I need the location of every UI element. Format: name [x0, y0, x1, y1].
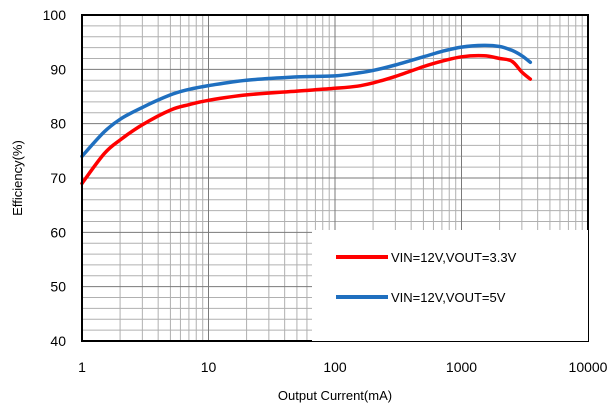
- legend-label-series-1: VIN=12V,VOUT=3.3V: [391, 250, 517, 265]
- y-tick-label: 50: [50, 279, 66, 295]
- x-tick-label: 1: [78, 359, 86, 375]
- y-tick-label: 80: [50, 116, 66, 132]
- y-tick-label: 40: [50, 333, 66, 349]
- y-tick-label: 90: [50, 61, 66, 77]
- y-tick-label: 100: [43, 7, 67, 23]
- legend: VIN=12V,VOUT=3.3V VIN=12V,VOUT=5V: [312, 230, 588, 341]
- y-tick-labels: 40 50 60 70 80 90 100: [43, 7, 67, 349]
- x-tick-label: 1000: [446, 359, 477, 375]
- series-line-2: [80, 43, 533, 159]
- x-axis-label: Output Current(mA): [278, 388, 392, 403]
- series-layer: [80, 43, 533, 186]
- legend-box: [312, 230, 588, 341]
- x-tick-label: 10: [201, 359, 217, 375]
- x-tick-label: 10000: [569, 359, 608, 375]
- y-tick-label: 70: [50, 170, 66, 186]
- legend-label-series-2: VIN=12V,VOUT=5V: [391, 290, 506, 305]
- x-tick-label: 100: [323, 359, 347, 375]
- x-tick-labels: 1 10 100 1000 10000: [78, 359, 608, 375]
- y-axis-label: Efficiency(%): [10, 140, 25, 216]
- series-line-1: [80, 53, 533, 186]
- y-tick-label: 60: [50, 224, 66, 240]
